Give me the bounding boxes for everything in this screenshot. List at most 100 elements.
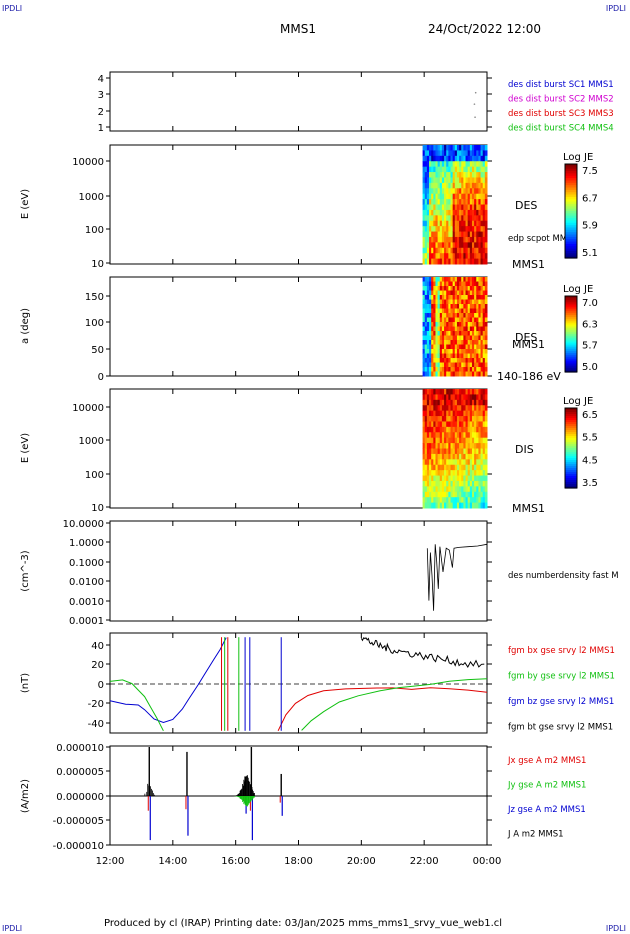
colorbar-cell	[565, 175, 577, 179]
spectrogram-cell	[446, 394, 449, 401]
spectrogram-cell	[469, 247, 473, 254]
spectrogram-cell	[461, 326, 464, 332]
spectrogram-cell	[465, 486, 469, 493]
spectrogram-cell	[424, 459, 428, 466]
spectrogram-cell	[461, 448, 464, 455]
spectrogram-cell	[467, 480, 471, 487]
spectrogram-cell	[480, 353, 484, 359]
spectrogram-cell	[467, 470, 471, 477]
spectrogram-cell	[448, 231, 452, 238]
spectrogram-cell	[433, 394, 436, 401]
spectrogram-cell	[444, 421, 447, 428]
spectrogram-cell	[450, 480, 454, 487]
spectrogram-cell	[465, 344, 469, 350]
spectrogram-cell	[439, 353, 443, 359]
spectrogram-cell	[444, 242, 447, 249]
spectrogram-cell	[482, 464, 486, 471]
spectrogram-cell	[461, 166, 464, 173]
spectrogram-cell	[480, 182, 484, 189]
spectrogram-cell	[437, 426, 441, 433]
spectrogram-cell	[426, 502, 430, 509]
spectrogram-cell	[446, 308, 449, 314]
dis-energy-spectrogram	[422, 389, 488, 509]
spectrogram-cell	[426, 150, 430, 157]
spectrogram-cell	[465, 290, 469, 296]
y-axis-label: (nT)	[20, 673, 31, 693]
spectrogram-cell	[435, 371, 439, 377]
spectrogram-cell	[459, 193, 462, 200]
spectrogram-cell	[446, 437, 449, 444]
spectrogram-cell	[459, 226, 462, 233]
legend-entry: des dist burst SC4 MMS4	[508, 124, 614, 134]
spectrogram-cell	[482, 335, 486, 341]
spectrogram-cell	[482, 242, 486, 249]
spectrogram-cell	[448, 215, 452, 222]
spectrogram-cell	[431, 226, 434, 233]
spectrogram-cell	[422, 470, 426, 477]
spectrogram-cell	[463, 145, 467, 151]
spectrogram-cell	[478, 367, 482, 372]
spectrogram-cell	[424, 344, 428, 350]
colorbar-cell	[565, 428, 577, 431]
spectrogram-cell	[448, 326, 452, 332]
colorbar-tick-label: 6.7	[582, 193, 598, 204]
spectrogram-cell	[422, 335, 426, 341]
spectrogram-cell	[465, 367, 469, 372]
spectrogram-cell	[456, 491, 460, 498]
spectrogram-cell	[441, 459, 445, 466]
spectrogram-cell	[433, 199, 436, 205]
spectrogram-cell	[478, 426, 482, 433]
colorbar-cell	[565, 456, 577, 459]
spectrogram-cell	[465, 204, 469, 211]
spectrogram-cell	[446, 304, 449, 309]
spectrogram-cell	[467, 421, 471, 428]
spectrogram-cell	[471, 177, 475, 184]
panel-sublabel: MMS1	[512, 338, 545, 351]
spectrogram-cell	[431, 349, 434, 354]
spectrogram-cell	[474, 299, 477, 305]
spectrogram-cell	[467, 410, 471, 417]
spectrogram-cell	[476, 335, 479, 341]
spectrogram-cell	[444, 453, 447, 460]
spectrogram-cell	[433, 497, 436, 504]
spectrogram-cell	[448, 308, 452, 314]
spectrogram-cell	[474, 313, 477, 318]
spectrogram-cell	[452, 459, 456, 466]
spectrogram-cell	[444, 145, 447, 151]
spectrogram-cell	[471, 358, 475, 363]
spectrogram-cell	[478, 502, 482, 509]
spectrogram-cell	[450, 335, 454, 341]
spectrogram-cell	[435, 353, 439, 359]
spectrogram-cell	[441, 145, 445, 151]
spectrogram-cell	[459, 242, 462, 249]
spectrogram-cell	[478, 344, 482, 350]
spectrogram-cell	[463, 188, 467, 195]
spectrogram-cell	[454, 326, 458, 332]
spectrogram-cell	[450, 399, 454, 406]
spectrogram-cell	[444, 308, 447, 314]
spectrogram-cell	[431, 448, 434, 455]
spectrogram-cell	[429, 253, 432, 260]
spectrogram-cell	[463, 304, 467, 309]
spectrogram-cell	[454, 215, 458, 222]
spectrogram-cell	[471, 394, 475, 401]
spectrogram-cell	[454, 177, 458, 184]
spectrogram-cell	[452, 322, 456, 327]
spectrogram-cell	[439, 236, 443, 243]
spectrogram-cell	[482, 432, 486, 439]
spectrogram-cell	[461, 399, 464, 406]
spectrogram-cell	[482, 486, 486, 493]
spectrogram-cell	[459, 358, 462, 363]
spectrogram-cell	[433, 281, 436, 287]
spectrogram-cell	[467, 242, 471, 249]
spectrogram-cell	[467, 286, 471, 291]
spectrogram-cell	[424, 231, 428, 238]
spectrogram-cell	[456, 453, 460, 460]
spectrogram-cell	[476, 215, 479, 222]
spectrogram-cell	[465, 491, 469, 498]
spectrogram-cell	[422, 286, 426, 291]
spectrogram-cell	[452, 277, 456, 282]
spectrogram-cell	[454, 432, 458, 439]
